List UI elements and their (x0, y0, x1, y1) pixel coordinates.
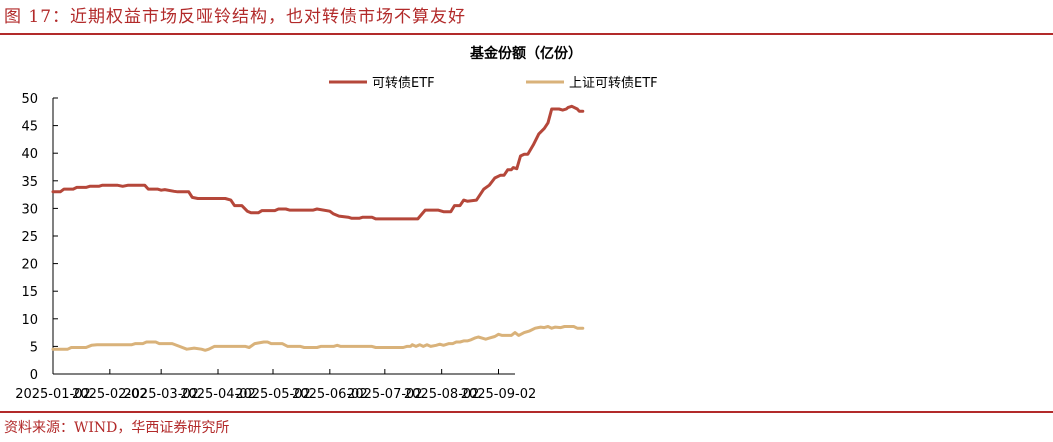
legend-label-1: 可转债ETF (372, 76, 435, 91)
y-tick-label: 30 (21, 202, 38, 217)
x-tick-label: 2025-03-02 (123, 387, 199, 402)
x-axis: 2025-01-022025-02-022025-03-022025-04-02… (15, 369, 536, 402)
x-tick-label: 2025-06-02 (292, 387, 368, 402)
x-tick-label: 2025-07-02 (347, 387, 423, 402)
x-tick-label: 2025-04-02 (180, 387, 256, 402)
x-tick-label: 2025-08-02 (404, 387, 480, 402)
y-tick-label: 10 (21, 313, 38, 328)
source-note: 资料来源：WIND，华西证券研究所 (4, 420, 230, 436)
y-tick-label: 0 (30, 368, 38, 383)
y-tick-label: 25 (21, 230, 38, 245)
y-tick-label: 15 (21, 285, 38, 300)
title-rule (0, 33, 1053, 35)
legend: 可转债ETF 上证可转债ETF (329, 76, 658, 91)
y-tick-label: 50 (21, 92, 38, 107)
y-tick-label: 45 (21, 120, 38, 135)
chart-title: 基金份额（亿份） (470, 45, 582, 62)
y-tick-label: 35 (21, 175, 38, 190)
x-tick-label: 2025-02-02 (72, 387, 148, 402)
source-rule (0, 411, 1053, 413)
y-tick-label: 40 (21, 147, 38, 162)
x-tick-label: 2025-09-02 (461, 387, 537, 402)
series-line-2 (51, 325, 585, 352)
figure-title: 图 17：近期权益市场反哑铃结构，也对转债市场不算友好 (4, 7, 467, 27)
legend-label-2: 上证可转债ETF (569, 76, 658, 91)
x-tick-label: 2025-01-02 (15, 387, 91, 402)
x-tick-label: 2025-05-02 (235, 387, 311, 402)
y-tick-label: 20 (21, 258, 38, 273)
plot-area (51, 104, 585, 352)
y-axis: 0 5 10 15 20 25 30 35 40 45 50 (21, 92, 58, 383)
series-line-1 (51, 104, 585, 221)
y-tick-label: 5 (30, 340, 38, 355)
